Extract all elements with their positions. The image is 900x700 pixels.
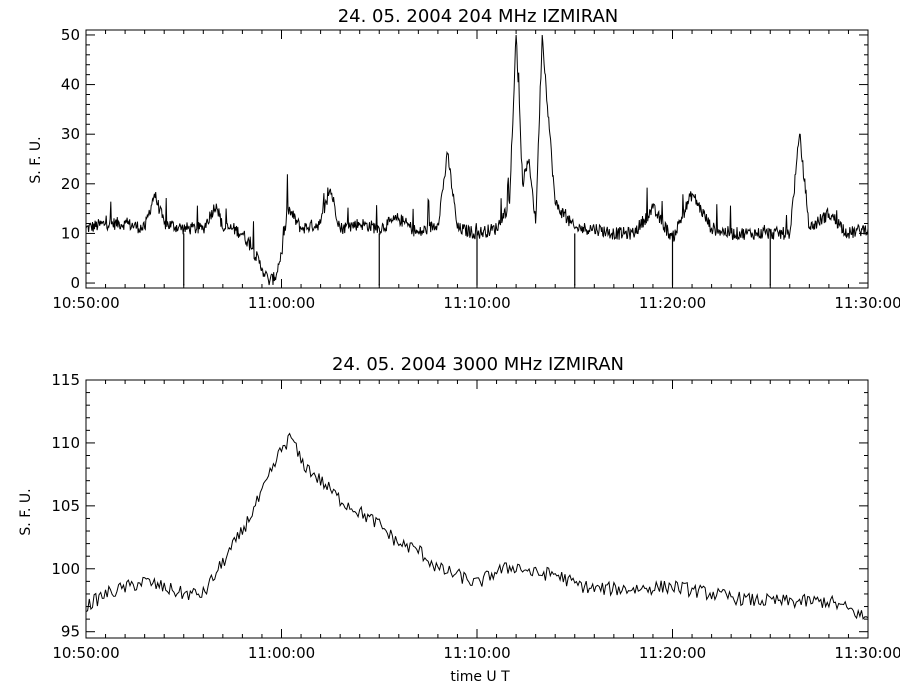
x-axis-label: time U T [450, 669, 510, 685]
series-group [85, 432, 869, 620]
y-tick-label: 115 [51, 371, 80, 389]
y-tick-label: 40 [61, 76, 80, 94]
series-group [85, 34, 869, 286]
y-tick-label: 10 [61, 224, 80, 242]
y-tick-label: 100 [51, 560, 80, 578]
y-tick-label: 20 [61, 175, 80, 193]
series-line [85, 432, 869, 620]
y-tick-label: 105 [51, 497, 80, 515]
series-line [85, 34, 869, 286]
chart-3000mhz: 24. 05. 2004 3000 MHz IZMIRAN S. F. U. 1… [18, 354, 900, 685]
chart-title: 24. 05. 2004 3000 MHz IZMIRAN [332, 354, 624, 375]
x-tick-label: 11:00:00 [248, 294, 315, 312]
y-axis-label: S. F. U. [28, 136, 44, 183]
x-tick-label: 11:10:00 [443, 294, 510, 312]
y-tick-label: 30 [61, 125, 80, 143]
x-tick-label: 11:20:00 [639, 294, 706, 312]
y-tick-label: 50 [61, 26, 80, 44]
y-axis-label: S. F. U. [18, 488, 34, 535]
x-tick-label: 11:30:00 [834, 644, 900, 662]
plot-frame [85, 379, 869, 639]
chart-204mhz: 24. 05. 2004 204 MHz IZMIRAN S. F. U. 10… [28, 6, 900, 312]
x-axis: 10:50:00 11:00:00 11:10:00 11:20:00 11:30:00 [52, 380, 900, 662]
x-tick-label: 11:00:00 [248, 644, 315, 662]
y-tick-label: 110 [51, 434, 80, 452]
x-tick-label: 11:10:00 [443, 644, 510, 662]
y-tick-label: 95 [61, 623, 80, 641]
chart-title: 24. 05. 2004 204 MHz IZMIRAN [338, 6, 619, 27]
x-tick-label: 10:50:00 [52, 294, 119, 312]
y-axis: 95 100 105 110 115 [51, 371, 868, 641]
x-tick-label: 11:20:00 [639, 644, 706, 662]
y-axis: 0 10 20 30 40 50 [61, 26, 868, 292]
x-tick-label: 11:30:00 [834, 294, 900, 312]
x-tick-label: 10:50:00 [52, 644, 119, 662]
y-tick-label: 0 [70, 274, 80, 292]
x-axis: 10:50:00 11:00:00 11:10:00 11:20:00 11:30:00 [52, 30, 900, 312]
